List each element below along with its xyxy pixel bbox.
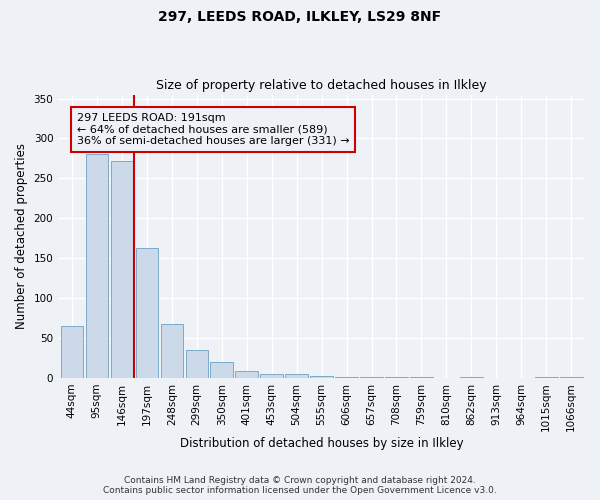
Text: 297 LEEDS ROAD: 191sqm
← 64% of detached houses are smaller (589)
36% of semi-de: 297 LEEDS ROAD: 191sqm ← 64% of detached…: [77, 113, 350, 146]
Bar: [410, 377, 433, 378]
Text: 297, LEEDS ROAD, ILKLEY, LS29 8NF: 297, LEEDS ROAD, ILKLEY, LS29 8NF: [158, 10, 442, 24]
Bar: [211, 362, 233, 378]
Bar: [460, 377, 482, 378]
Bar: [286, 374, 308, 378]
Title: Size of property relative to detached houses in Ilkley: Size of property relative to detached ho…: [156, 79, 487, 92]
Bar: [61, 326, 83, 378]
Bar: [185, 350, 208, 378]
Bar: [560, 377, 583, 378]
Bar: [136, 248, 158, 378]
Y-axis label: Number of detached properties: Number of detached properties: [15, 144, 28, 330]
Bar: [235, 371, 258, 378]
Bar: [385, 377, 408, 378]
Bar: [335, 377, 358, 378]
Bar: [161, 324, 183, 378]
X-axis label: Distribution of detached houses by size in Ilkley: Distribution of detached houses by size …: [180, 437, 463, 450]
Bar: [86, 154, 108, 378]
Bar: [360, 377, 383, 378]
Bar: [110, 161, 133, 378]
Bar: [260, 374, 283, 378]
Text: Contains HM Land Registry data © Crown copyright and database right 2024.
Contai: Contains HM Land Registry data © Crown c…: [103, 476, 497, 495]
Bar: [535, 377, 557, 378]
Bar: [310, 376, 333, 378]
